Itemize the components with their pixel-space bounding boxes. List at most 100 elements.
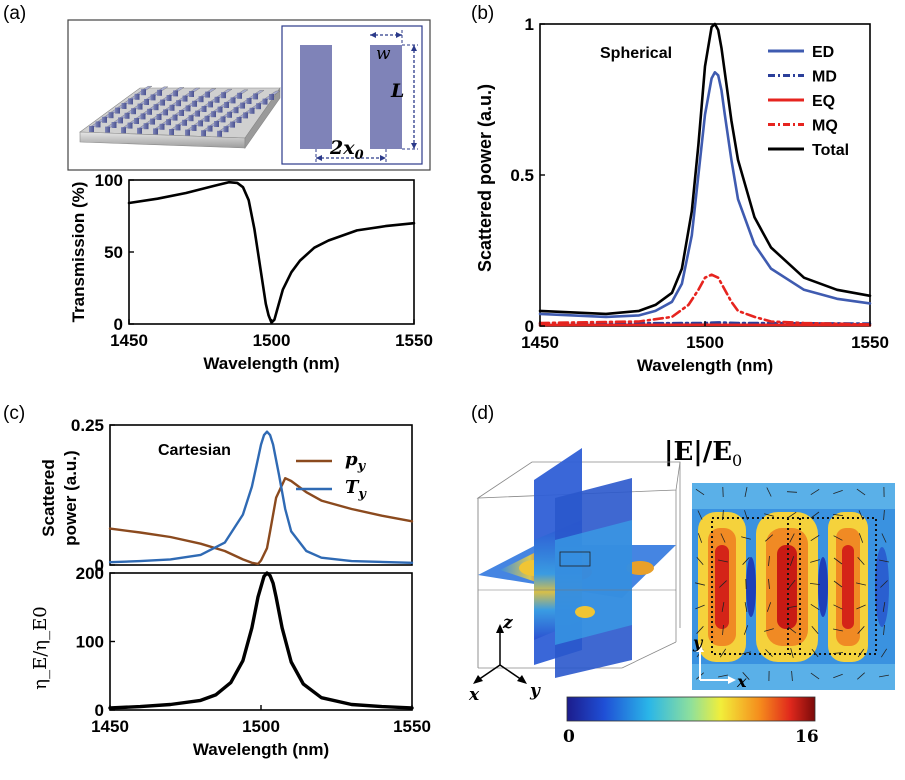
nanobar: [163, 109, 168, 116]
series-line-p: [108, 477, 414, 566]
series-line-total: [538, 22, 872, 316]
panel-a-label: (a): [3, 3, 26, 24]
nanobar: [188, 115, 194, 122]
nanobar: [157, 89, 162, 96]
panel-d-label: (d): [471, 403, 494, 424]
field-arrow: [856, 604, 866, 610]
y-tick-label: 200: [76, 564, 104, 583]
nanobar: [166, 95, 172, 101]
nanobar: [220, 116, 226, 123]
y-tick-label: 100: [76, 633, 104, 652]
nanobar: [217, 130, 222, 137]
nanobar: [176, 100, 181, 107]
panel-b-label: (b): [471, 3, 494, 24]
nanobar: [198, 120, 203, 127]
nanobar: [156, 114, 162, 120]
field-arrow: [881, 533, 887, 543]
nanobar: [108, 112, 114, 119]
field-arrow: [811, 625, 819, 635]
field-arrow: [858, 510, 864, 520]
field-arrow: [695, 604, 705, 610]
nanobar: [217, 106, 223, 113]
nanobar: [153, 128, 158, 135]
field-arrow: [857, 556, 865, 566]
nanobar: [223, 126, 229, 133]
axis-y-label-3d: y: [529, 681, 541, 701]
field-arrow: [744, 602, 748, 612]
field-arrow: [719, 580, 727, 588]
nanobar: [208, 101, 213, 108]
nanobar: [121, 103, 127, 109]
field-arrow: [741, 536, 751, 540]
nanobar: [143, 123, 149, 130]
y-axis-label: Transmission (%): [69, 182, 88, 323]
field-arrow: [857, 626, 865, 634]
field-arrow: [882, 602, 886, 612]
axis-x-label-2d: x: [736, 672, 747, 691]
field-arrow: [810, 559, 820, 563]
colorbar-max-label: 16: [795, 727, 819, 747]
nanobar: [121, 127, 126, 134]
field-arrow: [883, 624, 885, 636]
series-line-0: [127, 180, 416, 324]
nanobar: [253, 93, 258, 100]
field-arrow: [791, 670, 793, 682]
series-line-mq: [538, 273, 872, 326]
legend-label-py: py: [345, 449, 367, 474]
field-arrow: [765, 534, 773, 542]
panel-b-chart: 0 0.5 1 1450 1500 1550 Wavelength (nm) Scattere…: [475, 15, 889, 375]
field-arrow: [880, 580, 888, 588]
field-arrow: [697, 533, 703, 543]
x-tick-label: 1500: [686, 333, 724, 352]
field-arrow: [833, 604, 843, 610]
nanobar: [227, 111, 232, 118]
width-label: w: [376, 44, 391, 64]
field-arrow: [810, 672, 820, 680]
field-arrow: [880, 648, 888, 658]
legend-label-total: Total: [812, 142, 849, 159]
cartesian-annotation: Cartesian: [158, 442, 231, 459]
field-arrow: [790, 648, 794, 658]
nanobar: [195, 110, 200, 117]
field-arrow: [833, 557, 843, 565]
unit-cell-schematic: w L 2x0: [281, 25, 423, 165]
field-arrow: [833, 535, 843, 541]
colorbar: 0 16: [563, 696, 819, 747]
x-axis-label: Wavelength (nm): [193, 740, 329, 759]
nanobar: [233, 107, 239, 114]
field-arrow: [786, 491, 798, 493]
nanobar: [204, 115, 210, 122]
field-arrow: [788, 579, 796, 589]
field-arrow: [768, 578, 770, 590]
x-tick-label: 1450: [110, 331, 148, 350]
field-arrow: [765, 649, 773, 657]
nanobar: [256, 103, 261, 110]
nanobar: [140, 113, 146, 120]
axis-triad-3d: z x y: [468, 613, 541, 705]
field-arrow: [810, 603, 820, 611]
spherical-annotation: Spherical: [600, 45, 672, 62]
field-arrow: [719, 648, 727, 658]
y-axis-label-line1: Scattered: [39, 459, 58, 536]
nanobar: [221, 92, 226, 99]
colorbar-min-label: 0: [563, 727, 575, 747]
nanobar: [172, 114, 178, 121]
x-tick-label: 1550: [395, 331, 433, 350]
field-arrow: [721, 602, 725, 612]
series-line-ed: [538, 71, 872, 319]
nanobar: [201, 106, 207, 112]
y-tick-label: 1: [525, 15, 534, 34]
nanobar: [150, 94, 156, 101]
length-label: L: [390, 80, 404, 102]
y-axis-label: Scattered power (a.u.): [475, 84, 495, 272]
plot-frame: [109, 424, 413, 566]
nanobar: [230, 97, 236, 104]
nanobar: [185, 129, 190, 136]
y-tick-label: 0.5: [510, 166, 534, 185]
y-tick-label: 0: [114, 315, 123, 334]
field-arrow: [695, 488, 705, 496]
nanobar: [118, 117, 123, 124]
nanobar: [249, 107, 255, 114]
y-axis-label: η_E/η_E0: [30, 606, 51, 689]
nanobar: [201, 130, 206, 137]
